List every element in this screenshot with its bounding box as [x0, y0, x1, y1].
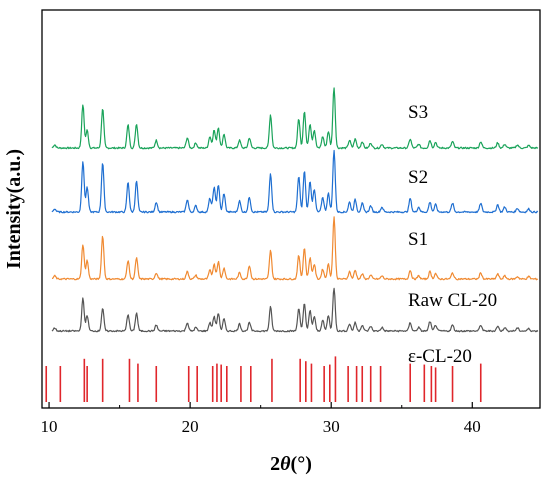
series-line-s2: [51, 149, 539, 214]
x-tick-label: 40: [464, 417, 481, 436]
x-tick-label: 10: [41, 417, 58, 436]
x-tick-label: 20: [182, 417, 199, 436]
series-label: ε-CL-20: [408, 346, 472, 367]
series-label: S1: [408, 229, 428, 250]
x-tick-label: 30: [323, 417, 340, 436]
series-label-group: S3 S2 S1 Raw CL-20 ε-CL-20: [408, 102, 497, 367]
plot-frame: [41, 9, 541, 409]
x-axis-title: 2θ(°): [270, 453, 312, 475]
series-label: S3: [408, 102, 428, 123]
series-line-raw-cl-20: [51, 287, 539, 333]
tick-label-group: 10 20 30 40: [41, 417, 481, 436]
reference-stick-group: [45, 356, 482, 402]
series-line-s3: [51, 87, 539, 150]
trace-group: [51, 87, 539, 333]
series-line-s1: [51, 216, 539, 281]
tick-group: [48, 402, 473, 408]
y-axis-title: Intensity(a.u.): [3, 149, 25, 269]
series-label: S2: [408, 167, 428, 188]
series-label: Raw CL-20: [408, 290, 497, 311]
